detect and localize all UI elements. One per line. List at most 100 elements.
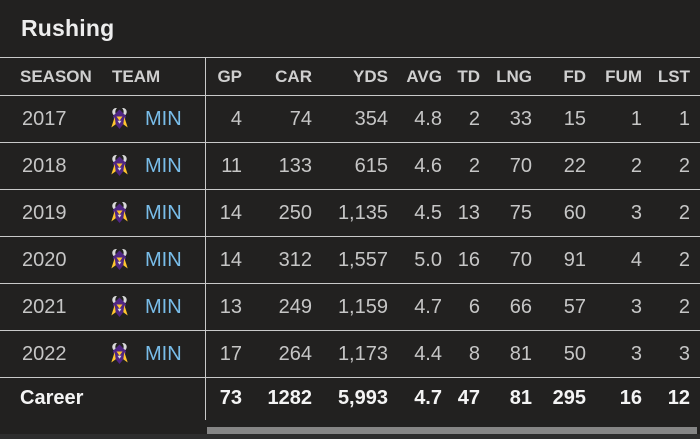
stat-avg: 4.6	[414, 154, 442, 177]
stat-yds: 615	[354, 154, 388, 177]
table-body: 2017 MIN 4 74 354 4.8 2 33 15 1 1	[0, 95, 700, 420]
stat-td: 47	[457, 387, 480, 410]
table-row: 2022 MIN 17 264 1,173 4.4 8 81 50 3 3	[0, 330, 700, 378]
vikings-logo-icon	[111, 342, 128, 364]
vikings-logo-icon	[111, 201, 128, 223]
col-header-lst: LST	[657, 66, 690, 86]
stat-fum: 3	[630, 295, 642, 318]
team-link[interactable]: MIN	[145, 295, 182, 318]
team-cell: MIN	[95, 284, 205, 331]
stat-gp: 4	[204, 95, 252, 143]
stat-gp: 14	[204, 189, 252, 237]
col-header-season: SEASON	[20, 66, 92, 86]
stat-fd: 60	[563, 201, 586, 224]
stat-yds: 1,173	[337, 342, 388, 365]
season-cell: 2019	[22, 201, 67, 224]
col-header-car: CAR	[275, 66, 312, 86]
stat-yds: 1,135	[337, 201, 388, 224]
vikings-logo-icon	[111, 154, 128, 176]
stat-td: 8	[468, 342, 480, 365]
horizontal-scrollbar[interactable]	[207, 427, 697, 434]
stat-fum: 3	[630, 342, 642, 365]
team-link[interactable]: MIN	[145, 107, 182, 130]
table-row: 2018 MIN 11 133 615 4.6 2 70 22 2 2	[0, 142, 700, 190]
team-cell: MIN	[95, 96, 205, 143]
stat-fum: 2	[630, 154, 642, 177]
stat-avg: 4.8	[414, 107, 442, 130]
stat-lst: 12	[667, 387, 690, 410]
stat-fd: 91	[563, 248, 586, 271]
table-header-row: SEASON TEAM GP CAR YDS AVG TD LNG FD FUM…	[0, 57, 700, 96]
career-label: Career	[20, 387, 84, 410]
stat-fd: 15	[563, 107, 586, 130]
stat-car: 312	[278, 248, 312, 271]
team-link[interactable]: MIN	[145, 342, 182, 365]
stat-lst: 2	[678, 154, 690, 177]
season-cell: 2018	[22, 154, 67, 177]
stat-lst: 2	[678, 248, 690, 271]
stat-car: 264	[278, 342, 312, 365]
team-link[interactable]: MIN	[145, 201, 182, 224]
stat-car: 1282	[267, 387, 313, 410]
team-cell: MIN	[95, 331, 205, 378]
stat-fd: 57	[563, 295, 586, 318]
season-cell: 2017	[22, 107, 67, 130]
col-header-lng: LNG	[496, 66, 532, 86]
stat-avg: 4.5	[414, 201, 442, 224]
rushing-stats-table: SEASON TEAM GP CAR YDS AVG TD LNG FD FUM…	[0, 57, 700, 420]
stat-lng: 70	[509, 154, 532, 177]
stat-fum: 16	[619, 387, 642, 410]
stat-lst: 2	[678, 295, 690, 318]
table-row: 2017 MIN 4 74 354 4.8 2 33 15 1 1	[0, 95, 700, 143]
stat-td: 2	[468, 154, 480, 177]
section-header: Rushing	[0, 0, 700, 57]
stat-avg: 4.7	[414, 387, 442, 410]
col-header-fum: FUM	[605, 66, 642, 86]
stat-yds: 1,557	[337, 248, 388, 271]
stat-td: 16	[457, 248, 480, 271]
season-cell: 2020	[22, 248, 67, 271]
table-row: 2021 MIN 13 249 1,159 4.7 6 66 57 3 2	[0, 283, 700, 331]
stat-gp: 11	[204, 142, 252, 190]
career-row: Career 73 1282 5,993 4.7 47 81 295 16 12	[0, 377, 700, 420]
stat-td: 6	[468, 295, 480, 318]
stat-lng: 70	[509, 248, 532, 271]
stat-car: 74	[289, 107, 312, 130]
bottom-edge-strip	[0, 434, 700, 439]
stat-yds: 5,993	[337, 387, 388, 410]
stat-car: 133	[278, 154, 312, 177]
stat-lst: 3	[678, 342, 690, 365]
team-cell: MIN	[95, 237, 205, 284]
vikings-logo-icon	[111, 107, 128, 129]
stat-lng: 33	[509, 107, 532, 130]
stat-avg: 5.0	[414, 248, 442, 271]
horizontal-scroll-track	[0, 427, 700, 434]
stat-lng: 81	[509, 342, 532, 365]
col-header-gp: GP	[204, 57, 252, 96]
stat-avg: 4.7	[414, 295, 442, 318]
stat-gp: 17	[204, 330, 252, 378]
season-cell: 2022	[22, 342, 67, 365]
team-cell: MIN	[95, 143, 205, 190]
stat-yds: 1,159	[337, 295, 388, 318]
stat-car: 250	[278, 201, 312, 224]
stat-gp: 73	[204, 377, 252, 420]
team-link[interactable]: MIN	[145, 248, 182, 271]
table-row: 2019 MIN 14 250 1,135 4.5 13 75 60 3	[0, 189, 700, 237]
team-link[interactable]: MIN	[145, 154, 182, 177]
season-cell: 2021	[22, 295, 67, 318]
col-header-td: TD	[457, 66, 480, 86]
stat-gp: 14	[204, 236, 252, 284]
stat-gp: 13	[204, 283, 252, 331]
team-cell: MIN	[95, 190, 205, 237]
vikings-logo-icon	[111, 295, 128, 317]
col-header-avg: AVG	[406, 66, 442, 86]
stat-fd: 22	[563, 154, 586, 177]
stat-lng: 75	[509, 201, 532, 224]
stat-lng: 66	[509, 295, 532, 318]
stat-yds: 354	[354, 107, 388, 130]
stat-fd: 50	[563, 342, 586, 365]
col-header-yds: YDS	[353, 66, 388, 86]
stat-lst: 1	[678, 107, 690, 130]
